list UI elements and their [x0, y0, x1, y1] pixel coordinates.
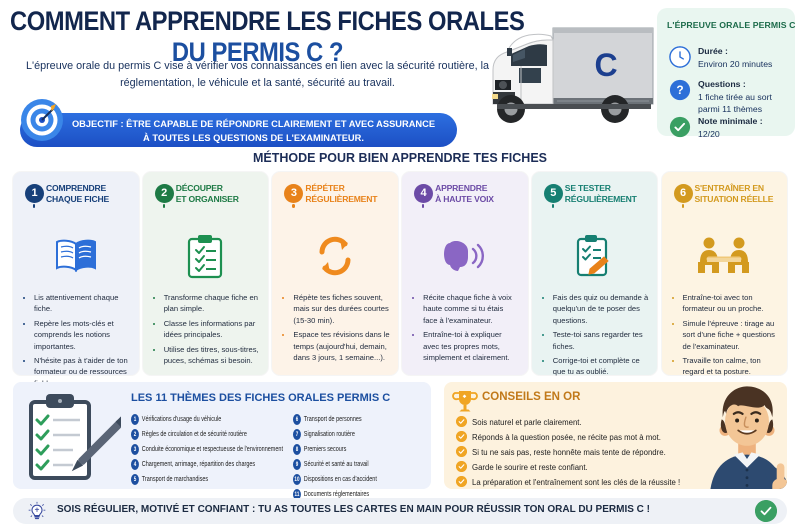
svg-text:?: ?: [676, 83, 683, 97]
svg-text:C: C: [594, 47, 617, 83]
